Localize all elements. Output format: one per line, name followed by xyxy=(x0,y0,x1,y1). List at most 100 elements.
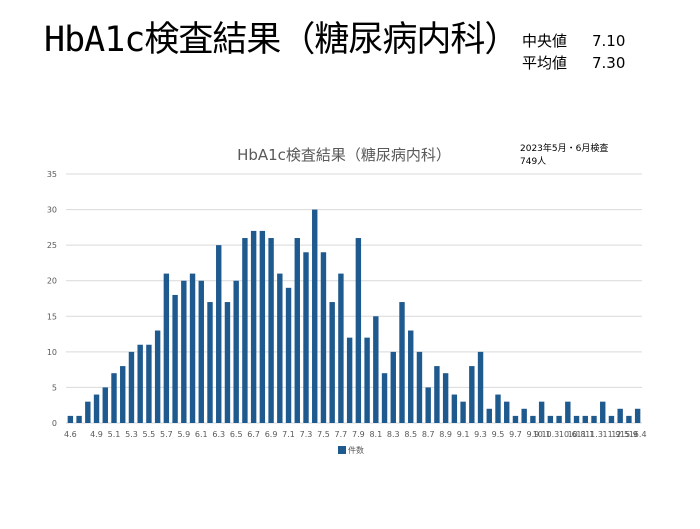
bar-7.9 xyxy=(355,238,362,423)
x-tick-label: 8.7 xyxy=(422,430,435,439)
bar-10.1 xyxy=(538,401,545,423)
bar-6.6 xyxy=(242,238,248,423)
bar-4.8 xyxy=(85,401,91,423)
y-tick-label: 0 xyxy=(52,419,57,428)
x-tick-label: 16.4 xyxy=(629,430,647,439)
x-tick-label: 5.1 xyxy=(108,430,121,439)
mean-label: 平均値 xyxy=(522,54,568,72)
bar-6.5 xyxy=(233,280,239,423)
y-tick-label: 10 xyxy=(47,348,57,357)
y-tick-label: 15 xyxy=(47,312,57,321)
bar-9.1 xyxy=(460,401,466,423)
bar-7.6 xyxy=(329,302,335,423)
x-tick-label: 4.6 xyxy=(64,430,77,439)
x-tick-label: 6.7 xyxy=(247,430,260,439)
y-tick-label: 35 xyxy=(47,170,57,179)
bar-8.4 xyxy=(399,302,405,423)
y-tick-label: 20 xyxy=(47,277,57,286)
bar-9.5 xyxy=(495,394,501,423)
bar-4.9 xyxy=(93,394,100,423)
x-tick-label: 6.3 xyxy=(212,430,225,439)
x-tick-label: 4.9 xyxy=(90,430,103,439)
bar-7.2 xyxy=(294,238,300,423)
x-tick-label: 9.7 xyxy=(509,430,522,439)
legend-label: 件数 xyxy=(348,445,364,455)
x-tick-label: 5.7 xyxy=(160,430,173,439)
bar-11.1 xyxy=(582,415,588,423)
bar-8.5 xyxy=(408,330,414,423)
bar-12.5 xyxy=(617,408,623,423)
x-tick-label: 9.3 xyxy=(474,430,487,439)
period-note: 2023年5月・6月検査 xyxy=(520,144,609,154)
x-tick-label: 10.8 xyxy=(568,430,586,439)
bar-8.2 xyxy=(381,373,388,423)
bar-9.8 xyxy=(521,408,527,423)
bar-6.2 xyxy=(207,302,213,423)
chart-title: HbA1c検査結果（糖尿病内科） xyxy=(237,146,451,164)
y-tick-label: 25 xyxy=(47,241,57,250)
bar-6.3 xyxy=(216,245,222,423)
bar-7.7 xyxy=(338,273,344,423)
y-tick-label: 30 xyxy=(47,206,57,215)
bar-5.9 xyxy=(181,280,187,423)
chart-note: 2023年5月・6月検査 749人 xyxy=(520,143,608,169)
x-tick-label: 15.9 xyxy=(620,430,638,439)
count-note: 749人 xyxy=(520,157,547,167)
bar-7.8 xyxy=(346,337,353,423)
bar-6.0 xyxy=(189,273,196,423)
slide-title: HbA1c検査結果（糖尿病内科） xyxy=(44,20,519,60)
bar-5.8 xyxy=(172,294,178,423)
x-tick-label: 11.9 xyxy=(603,430,621,439)
bar-5.1 xyxy=(111,373,117,423)
x-tick-label: 8.9 xyxy=(439,430,452,439)
bar-9.9 xyxy=(530,415,536,423)
bar-10.6 xyxy=(565,401,571,423)
bar-7.1 xyxy=(285,287,292,423)
x-tick-label: 6.5 xyxy=(230,430,243,439)
bar-9.2 xyxy=(469,366,475,423)
x-tick-label: 10.3 xyxy=(541,430,559,439)
x-tick-label: 7.5 xyxy=(317,430,330,439)
bar-10.8 xyxy=(573,415,580,423)
bar-11.5 xyxy=(600,401,606,423)
x-tick-label: 7.3 xyxy=(300,430,313,439)
median-label: 中央値 xyxy=(522,32,568,50)
bar-8.1 xyxy=(373,316,379,423)
x-tick-label: 8.3 xyxy=(387,430,400,439)
bar-9.6 xyxy=(504,401,510,423)
bar-5.7 xyxy=(163,273,170,423)
bar-7.0 xyxy=(277,273,283,423)
x-tick-label: 5.9 xyxy=(177,430,190,439)
bar-10.3 xyxy=(547,415,554,423)
bar-8.8 xyxy=(434,366,440,423)
bar-7.5 xyxy=(320,252,327,423)
bar-6.8 xyxy=(259,230,266,423)
bar-5.3 xyxy=(128,351,135,423)
x-tick-label: 7.1 xyxy=(282,430,295,439)
x-tick-label: 8.5 xyxy=(404,430,417,439)
bar-8.0 xyxy=(364,337,370,423)
bar-6.1 xyxy=(198,280,204,423)
x-tick-label: 5.5 xyxy=(143,430,156,439)
x-tick-label: 9.1 xyxy=(457,430,470,439)
bar-9.0 xyxy=(451,394,458,423)
bar-5.2 xyxy=(120,366,126,423)
bar-4.6 xyxy=(67,415,74,423)
x-tick-label: 12.5 xyxy=(611,430,629,439)
mean-row: 平均値 7.30 xyxy=(522,52,632,74)
stats-panel: 中央値 7.10 平均値 7.30 xyxy=(522,30,632,74)
bar-8.6 xyxy=(416,351,423,423)
x-tick-label: 6.9 xyxy=(265,430,278,439)
x-tick-label: 11.1 xyxy=(576,430,594,439)
x-tick-label: 9.5 xyxy=(492,430,505,439)
bar-5.4 xyxy=(137,344,143,423)
x-tick-label: 10.1 xyxy=(533,430,551,439)
bar-8.7 xyxy=(425,387,431,423)
x-tick-label: 5.3 xyxy=(125,430,138,439)
x-tick-label: 8.1 xyxy=(369,430,382,439)
y-tick-label: 5 xyxy=(52,383,57,392)
x-tick-label: 9.9 xyxy=(527,430,540,439)
x-tick-label: 7.9 xyxy=(352,430,365,439)
bar-5.6 xyxy=(154,330,161,423)
